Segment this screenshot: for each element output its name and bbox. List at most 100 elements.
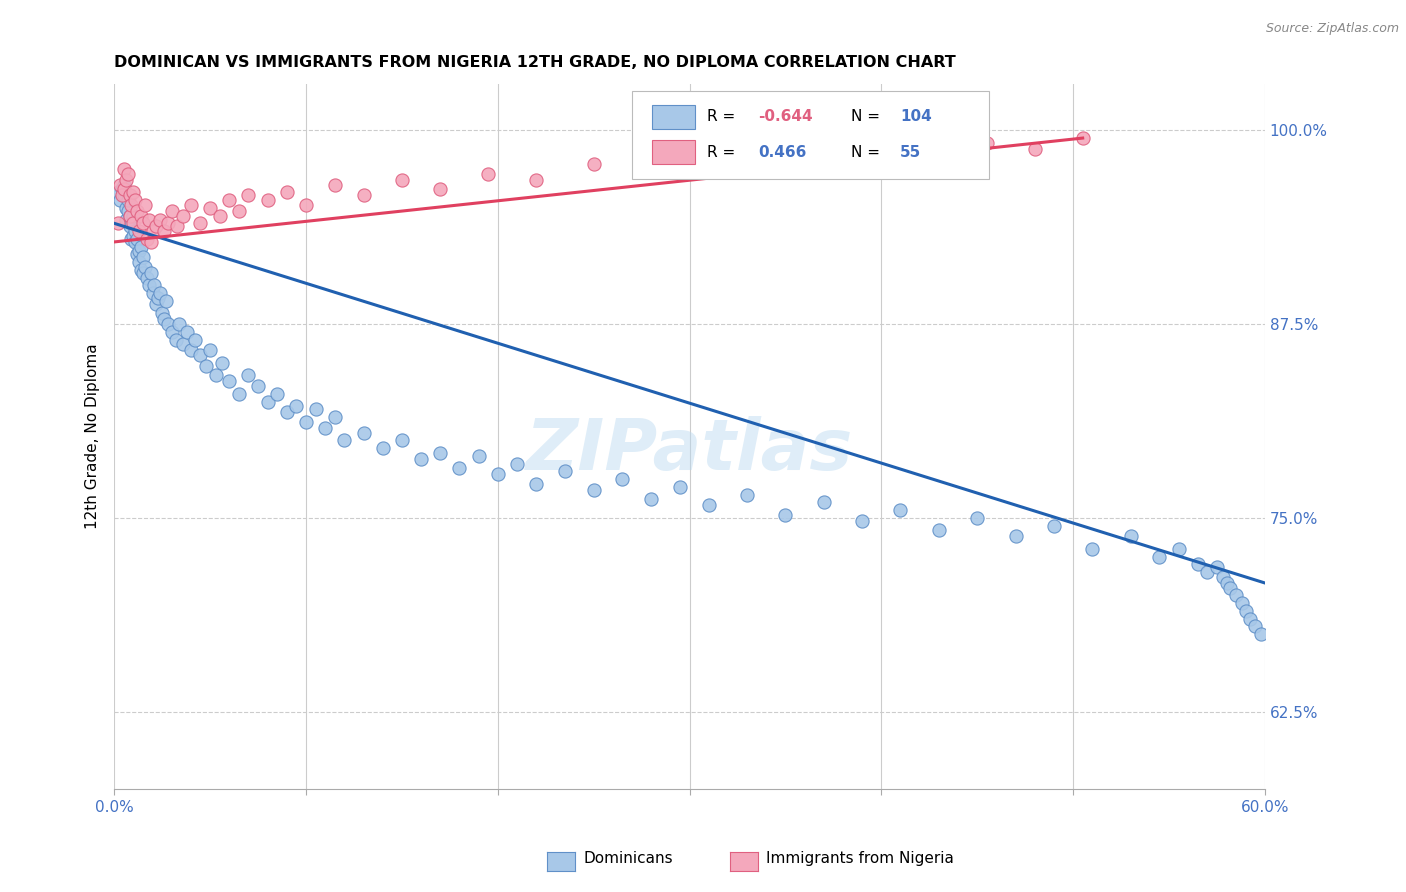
Point — [127, 232, 149, 246]
Point — [775, 508, 797, 522]
Point — [112, 162, 135, 177]
Point — [1081, 541, 1104, 556]
Point — [122, 228, 145, 243]
Point — [1225, 588, 1247, 602]
Point — [228, 203, 250, 218]
Point — [211, 356, 233, 370]
Point — [184, 333, 207, 347]
Point — [198, 201, 221, 215]
Point — [333, 434, 356, 448]
Point — [1234, 604, 1257, 618]
Point — [238, 188, 260, 202]
Point — [122, 209, 145, 223]
Point — [524, 476, 547, 491]
Point — [129, 209, 152, 223]
Point — [1230, 596, 1253, 610]
Point — [128, 255, 150, 269]
Point — [148, 291, 170, 305]
Point — [117, 167, 139, 181]
Point — [391, 434, 413, 448]
Point — [139, 235, 162, 249]
Text: R =: R = — [707, 145, 745, 160]
Point — [195, 359, 218, 373]
Point — [449, 461, 471, 475]
Point — [218, 375, 240, 389]
Point — [429, 182, 451, 196]
Text: N =: N = — [851, 145, 890, 160]
Point — [114, 201, 136, 215]
Point — [139, 266, 162, 280]
Point — [198, 343, 221, 358]
Point — [128, 224, 150, 238]
FancyBboxPatch shape — [631, 91, 988, 179]
Point — [467, 449, 489, 463]
Point — [1219, 581, 1241, 595]
Point — [112, 188, 135, 202]
Text: R =: R = — [707, 110, 740, 125]
Point — [1197, 565, 1219, 579]
Point — [506, 457, 529, 471]
Point — [1119, 529, 1142, 543]
Text: Source: ZipAtlas.com: Source: ZipAtlas.com — [1265, 22, 1399, 36]
Point — [149, 213, 172, 227]
Point — [169, 317, 191, 331]
Text: 0.466: 0.466 — [759, 145, 807, 160]
Point — [176, 325, 198, 339]
Point — [120, 232, 142, 246]
Point — [132, 216, 155, 230]
Point — [285, 399, 308, 413]
Point — [138, 278, 160, 293]
Point — [112, 182, 135, 196]
Point — [295, 198, 318, 212]
Point — [409, 452, 432, 467]
Point — [134, 198, 156, 212]
Point — [124, 193, 146, 207]
Point — [124, 235, 146, 249]
Point — [108, 178, 131, 192]
Point — [132, 266, 155, 280]
Text: 55: 55 — [900, 145, 921, 160]
Point — [166, 219, 188, 234]
Point — [851, 514, 873, 528]
Point — [122, 216, 145, 230]
Point — [114, 213, 136, 227]
Point — [143, 278, 166, 293]
Point — [114, 173, 136, 187]
Point — [813, 495, 835, 509]
Text: Immigrants from Nigeria: Immigrants from Nigeria — [766, 851, 955, 865]
Point — [1024, 142, 1046, 156]
Point — [697, 499, 720, 513]
Point — [755, 146, 778, 161]
Point — [124, 224, 146, 238]
Point — [256, 394, 278, 409]
Point — [323, 410, 346, 425]
Point — [323, 178, 346, 192]
Point — [238, 368, 260, 383]
Point — [1239, 612, 1261, 626]
Point — [111, 182, 134, 196]
Point — [153, 312, 176, 326]
Point — [486, 467, 509, 482]
Point — [1149, 549, 1171, 564]
Point — [889, 503, 911, 517]
Point — [928, 146, 950, 161]
Text: N =: N = — [851, 110, 884, 125]
Point — [111, 188, 134, 202]
Point — [108, 193, 131, 207]
Point — [150, 306, 173, 320]
Point — [582, 157, 605, 171]
Point — [429, 446, 451, 460]
Text: 104: 104 — [900, 110, 932, 125]
Point — [276, 405, 298, 419]
Point — [127, 203, 149, 218]
Bar — [651, 140, 696, 164]
Point — [138, 213, 160, 227]
Point — [160, 203, 183, 218]
Point — [190, 216, 212, 230]
Point — [247, 379, 270, 393]
Point — [172, 209, 194, 223]
Point — [870, 138, 893, 153]
Point — [120, 198, 142, 212]
Point — [266, 387, 288, 401]
Point — [129, 262, 152, 277]
